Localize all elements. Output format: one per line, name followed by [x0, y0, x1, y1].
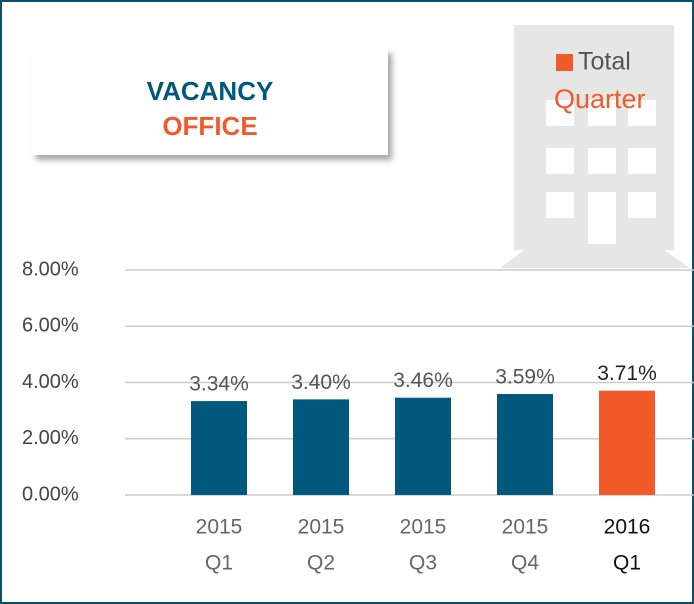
bar	[293, 399, 349, 495]
y-tick-label: 6.00%	[22, 315, 79, 337]
x-tick-label: Q1	[205, 552, 233, 575]
building-icon	[500, 25, 690, 268]
value-label: 3.59%	[495, 366, 555, 389]
y-tick-label: 4.00%	[22, 371, 79, 393]
value-label: 3.46%	[393, 369, 453, 392]
y-tick-label: 0.00%	[22, 483, 79, 505]
x-tick-label: 2015	[298, 516, 345, 539]
x-tick-label: Q4	[511, 552, 539, 575]
x-tick-label: 2015	[502, 516, 549, 539]
x-tick-label: Q2	[307, 552, 335, 575]
x-tick-label: 2016	[604, 516, 651, 539]
legend-swatch	[556, 54, 573, 71]
x-tick-label: Q1	[613, 552, 641, 575]
value-label: 3.71%	[597, 362, 657, 385]
legend-label: Total	[578, 48, 631, 76]
x-tick-label: Q3	[409, 552, 437, 575]
y-tick-label: 2.00%	[22, 427, 79, 449]
bar	[497, 394, 553, 495]
title-card	[32, 48, 388, 155]
bar	[191, 401, 247, 495]
value-label: 3.34%	[189, 373, 249, 396]
bar	[395, 397, 451, 495]
chart-subtitle: OFFICE	[162, 111, 257, 141]
x-tick-label: 2015	[196, 516, 243, 539]
x-tick-label: 2015	[400, 516, 447, 539]
y-tick-label: 8.00%	[22, 258, 79, 280]
legend-label: Quarter	[554, 84, 646, 114]
value-label: 3.40%	[291, 371, 351, 394]
bar	[599, 390, 655, 495]
chart-title: VACANCY	[147, 76, 274, 106]
